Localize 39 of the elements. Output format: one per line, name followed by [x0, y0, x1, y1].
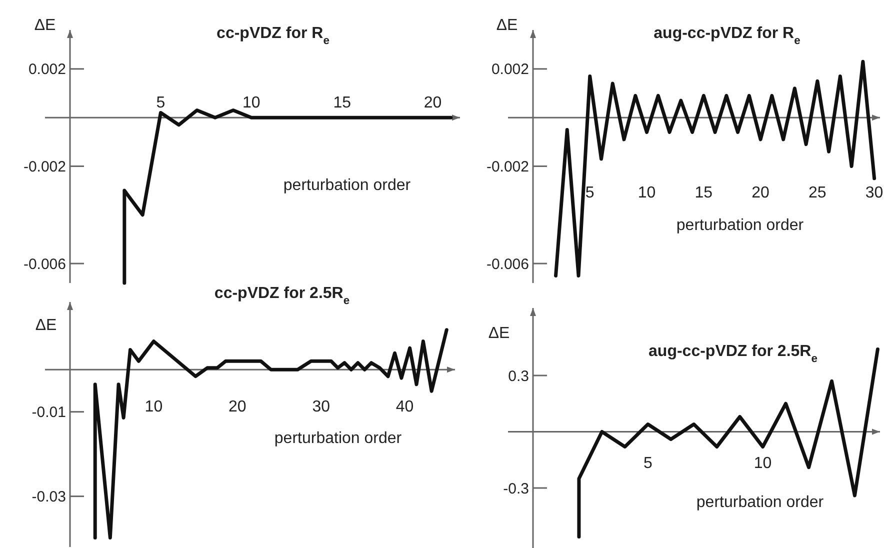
line-series	[93, 328, 448, 540]
x-tick-label: 20	[752, 184, 770, 202]
y-axis-title: ΔE	[35, 317, 57, 334]
x-tick-label: 20	[424, 94, 442, 112]
text: aug-cc-pVDZ for 2.5R$_{e}$	[648, 343, 818, 365]
x-tick-label: 40	[396, 398, 414, 416]
y-tick-label: -0.01	[32, 404, 66, 422]
x-tick-label: 15	[333, 94, 352, 112]
x-tick-label: 25	[808, 184, 826, 202]
y-tick-label: -0.006	[486, 256, 529, 273]
x-axis-title: perturbation order	[274, 430, 402, 447]
chart-title: aug-cc-pVDZ for R$_{e}$	[654, 25, 800, 47]
x-tick-label: 15	[694, 184, 713, 202]
y-axis-title: ΔE	[496, 17, 518, 34]
x-tick-label: 10	[242, 94, 260, 112]
x-tick-label: 30	[312, 398, 330, 416]
y-tick-label: -0.3	[503, 480, 529, 498]
x-tick-label: 5	[643, 454, 652, 472]
y-tick-label: 0.002	[491, 61, 529, 78]
x-tick-label: 30	[865, 184, 884, 202]
x-tick-label: 10	[754, 454, 772, 472]
y-tick-label: 0.3	[508, 368, 529, 385]
y-tick-label: -0.002	[486, 158, 529, 176]
y-axis-title: ΔE	[34, 17, 56, 34]
y-tick-label: -0.006	[23, 256, 66, 273]
chart-title: cc-pVDZ for R$_{e}$	[216, 25, 330, 47]
x-tick-label: 20	[228, 398, 246, 416]
x-axis-title: perturbation order	[676, 217, 804, 234]
x-axis-title: perturbation order	[696, 494, 824, 511]
y-tick-label: -0.002	[23, 158, 66, 176]
y-tick-label: 0.002	[28, 61, 66, 78]
y-axis-title: ΔE	[488, 325, 510, 342]
x-tick-label: 10	[638, 184, 656, 202]
x-tick-label: 5	[156, 94, 166, 112]
x-axis-title: perturbation order	[283, 177, 412, 194]
y-tick-label: -0.03	[32, 488, 66, 506]
chart-title: cc-pVDZ for 2.5R$_{e}$	[214, 285, 350, 307]
x-tick-label: 5	[585, 184, 594, 202]
x-tick-label: 10	[144, 398, 163, 416]
